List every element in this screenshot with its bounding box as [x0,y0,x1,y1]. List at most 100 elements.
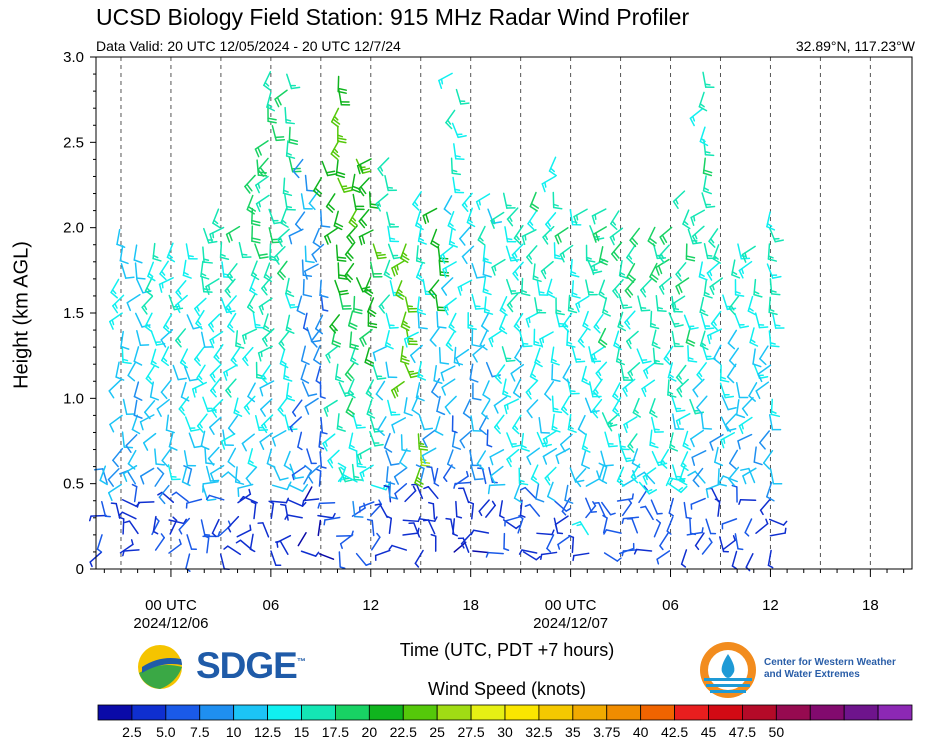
wind-barb [391,259,406,277]
wind-barb [175,280,187,300]
wind-barb [462,398,471,419]
colorbar-swatch-5 [267,704,302,721]
wind-barb [319,451,327,469]
wind-barb [260,364,271,385]
wind-barb [136,329,150,347]
wind-barb [185,243,198,260]
wind-barb [236,524,252,538]
wind-barb [171,491,189,503]
wind-barb [471,293,485,310]
wind-barb [96,534,103,553]
colorbar-label-2: 7.5 [190,724,210,740]
wind-barb [202,480,219,493]
wind-barb [415,245,426,264]
wind-barb [337,75,347,94]
wind-barb [277,396,289,417]
wind-barb [154,533,165,551]
wind-barb [317,502,336,509]
wind-barb [378,294,390,314]
colorbar-label-9: 25 [429,724,445,740]
wind-barb [393,467,408,485]
wind-barb [337,462,347,483]
wind-barb [301,498,320,506]
wind-barb [433,467,440,487]
wind-barb [300,193,313,210]
wind-barb [122,549,140,557]
wind-barb [249,275,258,296]
wind-barb [400,345,410,365]
wind-barb [208,313,221,333]
wind-barb [209,331,224,349]
wind-barb [347,378,356,399]
wind-barb [334,279,349,296]
wind-barb [301,259,313,277]
wind-barb [330,107,341,128]
wind-barb [414,549,424,568]
wind-barb [175,328,187,348]
wind-barb [445,331,455,352]
wind-barb [469,363,479,383]
wind-barb [347,310,358,330]
wind-barb [302,278,313,298]
wind-barb [182,259,192,279]
colorbar-label-0: 2.5 [122,724,142,740]
wind-barb [205,494,225,501]
wind-barb [370,499,383,517]
colorbar-swatch-21 [809,704,845,721]
wind-barb [278,331,290,351]
wind-barb [312,227,321,248]
wind-barb [385,450,400,466]
wind-barb [243,395,256,415]
wind-barb [372,243,387,260]
wind-barb [302,312,309,332]
wind-barb [311,243,325,263]
wind-barb [453,481,471,489]
wind-barb [323,399,338,417]
wind-barb [344,262,355,283]
wind-barb [428,501,436,520]
wind-barb [133,381,143,401]
wind-barb [285,382,296,402]
wind-barb [319,279,329,299]
wind-barb [118,511,137,520]
wind-barb [288,483,309,493]
wind-barb [200,519,211,536]
wind-barb [156,398,170,417]
wind-barb [247,448,257,468]
wind-barb [352,412,366,429]
wind-barb [356,447,372,464]
wind-barb [183,450,197,467]
wind-barb [271,125,286,142]
wind-barb [161,346,170,367]
colorbar-label-1: 5.0 [156,724,176,740]
wind-barb [385,361,398,379]
wind-barb [202,246,213,264]
wind-barb [446,449,456,470]
wind-barb [344,241,356,262]
wind-barb [286,73,301,90]
wind-barb [127,361,137,382]
wind-barb [472,382,482,401]
wind-barb [313,177,323,197]
wind-barb [254,243,269,260]
wind-barb [161,447,172,468]
wind-barb [364,347,375,367]
wind-barb [259,380,275,397]
wind-barb [276,534,292,548]
wind-barb [441,378,456,396]
wind-barb [263,71,272,91]
wind-barb [160,379,172,400]
wind-barb [325,193,336,213]
wind-barb [410,344,423,364]
wind-barb [301,381,318,397]
wind-barb [180,381,190,402]
wind-barb [408,522,421,538]
wind-barb [402,516,421,523]
colorbar-label-5: 15 [294,724,310,740]
wind-barb [385,312,399,329]
wind-barb [390,380,405,399]
wind-barb [136,501,155,508]
wind-barb [209,226,225,243]
colorbar-swatch-2 [165,704,201,721]
wind-barb [211,398,224,418]
